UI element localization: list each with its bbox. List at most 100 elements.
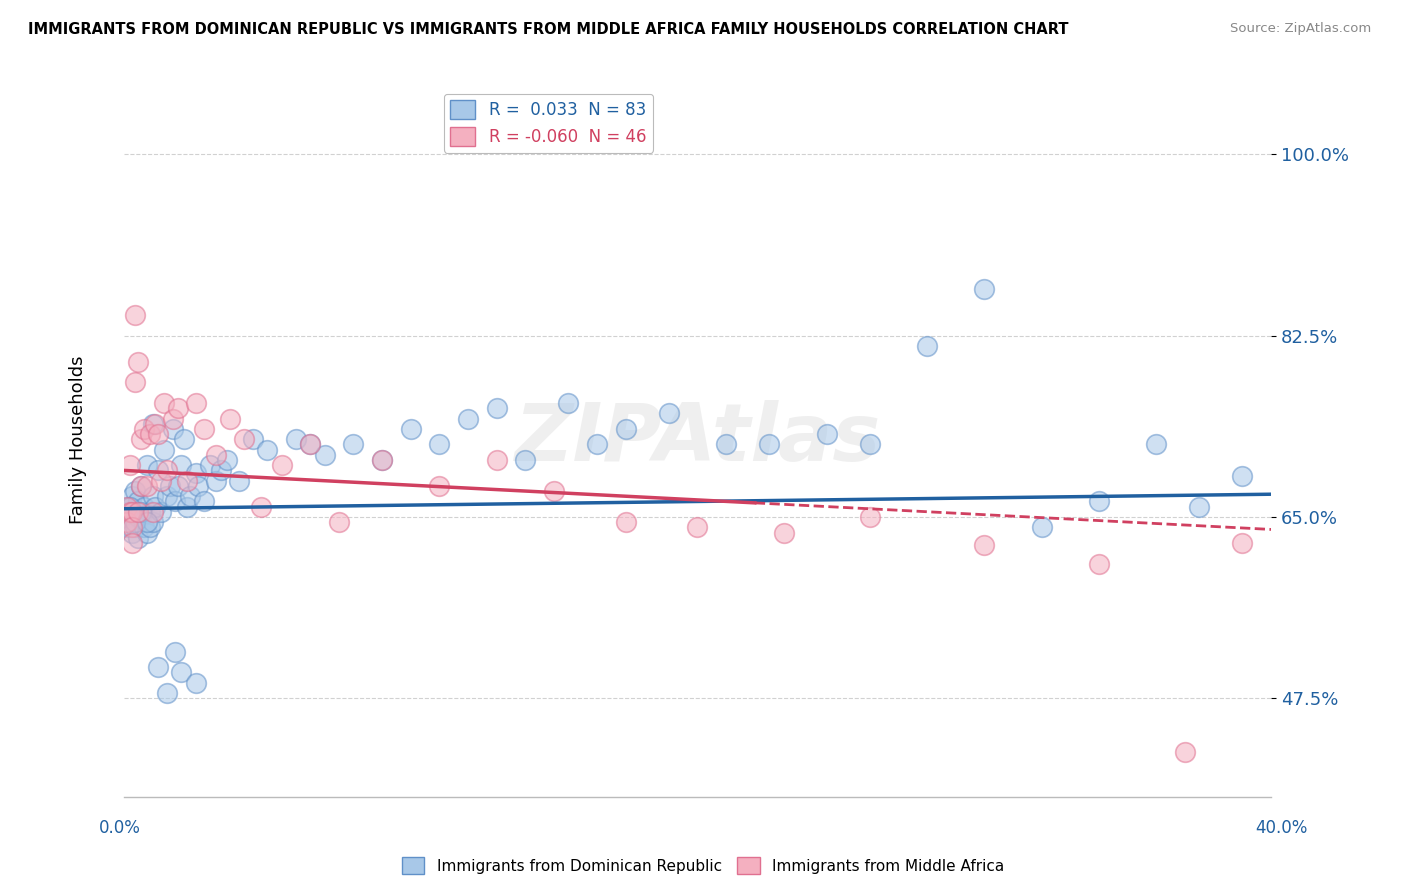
Point xyxy=(179,489,201,503)
Point xyxy=(176,474,198,488)
Point xyxy=(1232,536,1254,550)
Point xyxy=(145,500,167,514)
Point xyxy=(1088,557,1111,571)
Point xyxy=(162,411,184,425)
Point xyxy=(176,500,198,514)
Point xyxy=(233,433,256,447)
Point xyxy=(148,463,170,477)
Point xyxy=(1232,468,1254,483)
Point xyxy=(162,422,184,436)
Point xyxy=(127,510,149,524)
Point xyxy=(148,427,170,442)
Point xyxy=(124,520,146,534)
Point xyxy=(156,463,179,477)
Text: 40.0%: 40.0% xyxy=(1256,819,1308,837)
Point xyxy=(138,520,160,534)
Point xyxy=(153,396,176,410)
Point xyxy=(150,505,173,519)
Point xyxy=(543,484,565,499)
Point xyxy=(973,538,995,552)
Point xyxy=(115,520,138,534)
Point xyxy=(129,479,152,493)
Point xyxy=(614,515,637,529)
Point xyxy=(187,479,209,493)
Point xyxy=(193,494,215,508)
Point xyxy=(167,401,190,416)
Point xyxy=(165,494,187,508)
Text: ZIPAtlas: ZIPAtlas xyxy=(515,401,880,478)
Point xyxy=(153,442,176,457)
Point xyxy=(135,479,157,493)
Point xyxy=(299,437,322,451)
Point xyxy=(124,515,146,529)
Point xyxy=(170,665,193,680)
Point xyxy=(557,396,579,410)
Point xyxy=(614,422,637,436)
Point xyxy=(129,510,152,524)
Point xyxy=(204,448,226,462)
Point xyxy=(485,401,508,416)
Point xyxy=(658,406,681,420)
Point xyxy=(184,396,207,410)
Point xyxy=(118,505,141,519)
Point xyxy=(170,458,193,473)
Point xyxy=(973,282,995,296)
Point xyxy=(124,376,146,390)
Point xyxy=(121,536,143,550)
Point xyxy=(141,417,163,431)
Point xyxy=(772,525,794,540)
Point xyxy=(204,474,226,488)
Text: IMMIGRANTS FROM DOMINICAN REPUBLIC VS IMMIGRANTS FROM MIDDLE AFRICA FAMILY HOUSE: IMMIGRANTS FROM DOMINICAN REPUBLIC VS IM… xyxy=(28,22,1069,37)
Point xyxy=(217,453,239,467)
Point xyxy=(121,489,143,503)
Point xyxy=(219,411,242,425)
Point xyxy=(150,474,173,488)
Point xyxy=(586,437,609,451)
Point xyxy=(118,458,141,473)
Point xyxy=(135,458,157,473)
Point xyxy=(1144,437,1167,451)
Point xyxy=(115,500,138,514)
Point xyxy=(371,453,394,467)
Point xyxy=(314,448,336,462)
Legend: Immigrants from Dominican Republic, Immigrants from Middle Africa: Immigrants from Dominican Republic, Immi… xyxy=(395,851,1011,880)
Text: 0.0%: 0.0% xyxy=(98,819,141,837)
Point xyxy=(127,531,149,545)
Point xyxy=(427,479,450,493)
Point xyxy=(270,458,292,473)
Point xyxy=(121,525,143,540)
Point xyxy=(165,645,187,659)
Point xyxy=(427,437,450,451)
Point xyxy=(915,339,938,353)
Point xyxy=(127,494,149,508)
Point xyxy=(815,427,838,442)
Point xyxy=(371,453,394,467)
Point xyxy=(121,505,143,519)
Point xyxy=(132,422,155,436)
Point xyxy=(1088,494,1111,508)
Point xyxy=(228,474,250,488)
Point xyxy=(141,515,163,529)
Point xyxy=(148,660,170,674)
Point xyxy=(129,433,152,447)
Point xyxy=(284,433,307,447)
Point xyxy=(328,515,350,529)
Point xyxy=(167,479,190,493)
Point xyxy=(714,437,737,451)
Point xyxy=(858,510,880,524)
Legend: R =  0.033  N = 83, R = -0.060  N = 46: R = 0.033 N = 83, R = -0.060 N = 46 xyxy=(444,94,652,153)
Point xyxy=(159,479,181,493)
Point xyxy=(124,484,146,499)
Point xyxy=(127,354,149,368)
Point xyxy=(118,500,141,514)
Point xyxy=(124,505,146,519)
Point xyxy=(1174,745,1197,759)
Point xyxy=(342,437,364,451)
Point xyxy=(145,417,167,431)
Point xyxy=(1031,520,1053,534)
Point xyxy=(138,505,160,519)
Point xyxy=(121,520,143,534)
Point xyxy=(141,489,163,503)
Text: Source: ZipAtlas.com: Source: ZipAtlas.com xyxy=(1230,22,1371,36)
Point xyxy=(209,463,232,477)
